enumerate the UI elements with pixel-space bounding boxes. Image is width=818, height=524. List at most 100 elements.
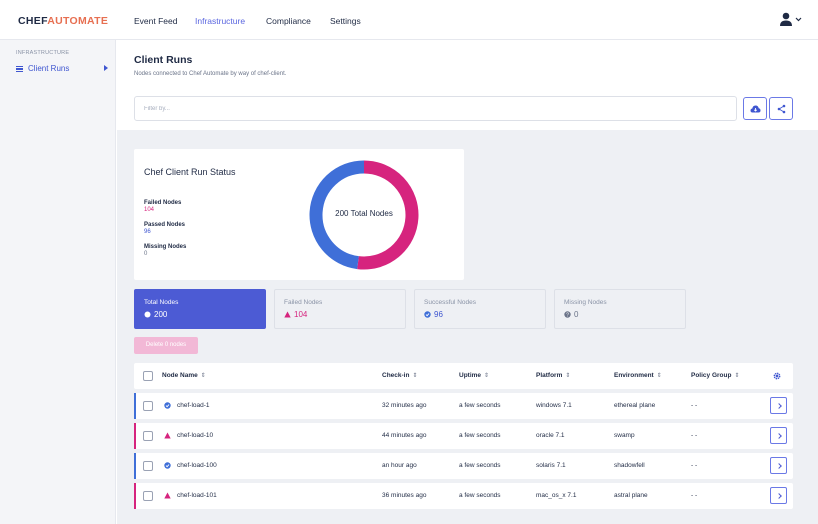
- row-checkbox[interactable]: [143, 401, 153, 411]
- table-row[interactable]: chef-load-100 an hour ago a few seconds sol…: [134, 453, 793, 479]
- run-status-card: Chef Client Run Status Failed Nodes 104 …: [134, 149, 464, 280]
- table-row[interactable]: chef-load-101 36 minutes ago a few seconds…: [134, 483, 793, 509]
- user-icon: [780, 12, 802, 26]
- nav-settings[interactable]: Settings: [330, 16, 361, 26]
- delete-nodes-button[interactable]: Delete 0 nodes: [134, 337, 198, 354]
- col-label: Node Name: [162, 372, 198, 379]
- cell-uptime: a few seconds: [459, 462, 501, 469]
- summary-total-nodes[interactable]: Total Nodes 200: [134, 289, 266, 329]
- gear-icon[interactable]: [773, 372, 781, 380]
- col-check-in[interactable]: Check-in ⇕: [382, 372, 417, 379]
- cell-environment: ethereal plane: [614, 402, 656, 409]
- summary-successful-nodes[interactable]: Successful Nodes 96: [414, 289, 546, 329]
- col-platform[interactable]: Platform ⇕: [536, 372, 570, 379]
- col-label: Uptime: [459, 372, 482, 379]
- cell-check-in: 32 minutes ago: [382, 402, 427, 409]
- summary-value: 200: [154, 310, 168, 319]
- nav-compliance[interactable]: Compliance: [266, 16, 311, 26]
- cell-check-in: 44 minutes ago: [382, 432, 427, 439]
- cell-policy-group: - -: [691, 432, 698, 439]
- row-detail-button[interactable]: [770, 457, 787, 474]
- question-circle-icon: ?: [564, 311, 571, 318]
- cell-node-name[interactable]: chef-load-100: [177, 462, 217, 469]
- row-status-bar: [134, 393, 136, 419]
- sort-icon: ⇕: [200, 373, 206, 379]
- cell-check-in: an hour ago: [382, 462, 417, 469]
- row-status-bar: [134, 423, 136, 449]
- col-label: Environment: [614, 372, 654, 379]
- cell-check-in: 36 minutes ago: [382, 492, 427, 499]
- sort-icon: ⇕: [734, 373, 740, 379]
- cell-node-name[interactable]: chef-load-101: [177, 492, 217, 499]
- col-uptime[interactable]: Uptime ⇕: [459, 372, 489, 379]
- download-button[interactable]: [743, 97, 767, 120]
- summary-label: Successful Nodes: [424, 299, 477, 306]
- warning-triangle-icon: [284, 311, 291, 318]
- summary-failed-nodes[interactable]: Failed Nodes 104: [274, 289, 406, 329]
- missing-nodes-label: Missing Nodes: [144, 244, 187, 250]
- summary-value: 0: [574, 310, 579, 319]
- cell-uptime: a few seconds: [459, 492, 501, 499]
- check-circle-icon: [164, 462, 171, 469]
- check-circle-icon: [424, 311, 431, 318]
- col-label: Platform: [536, 372, 563, 379]
- cell-node-name[interactable]: chef-load-10: [177, 432, 214, 439]
- col-environment[interactable]: Environment ⇕: [614, 372, 662, 379]
- donut-slice-failed: [357, 160, 419, 270]
- summary-label: Total Nodes: [144, 299, 179, 306]
- summary-label: Failed Nodes: [284, 299, 323, 306]
- status-donut-chart: [309, 160, 419, 270]
- table-row[interactable]: chef-load-1 32 minutes ago a few seconds wi…: [134, 393, 793, 419]
- filter-input[interactable]: [135, 97, 736, 121]
- row-detail-button[interactable]: [770, 397, 787, 414]
- top-nav: CHEFAUTOMATE Event Feed Infrastructure C…: [0, 0, 818, 40]
- select-all-checkbox[interactable]: [143, 371, 153, 381]
- row-status-bar: [134, 483, 136, 509]
- nav-infrastructure[interactable]: Infrastructure: [195, 16, 246, 26]
- cell-platform: oracle 7.1: [536, 432, 565, 439]
- table-row[interactable]: chef-load-10 44 minutes ago a few seconds o…: [134, 423, 793, 449]
- cell-node-name[interactable]: chef-load-1: [177, 402, 210, 409]
- col-node-name[interactable]: Node Name ⇕: [162, 372, 206, 379]
- summary-missing-nodes[interactable]: Missing Nodes ? 0: [554, 289, 686, 329]
- share-icon: [777, 104, 786, 114]
- cell-policy-group: - -: [691, 402, 698, 409]
- sidebar-heading: INFRASTRUCTURE: [16, 50, 70, 56]
- page-title: Client Runs: [134, 54, 193, 66]
- sort-icon: ⇕: [656, 373, 662, 379]
- row-checkbox[interactable]: [143, 461, 153, 471]
- warning-triangle-icon: [164, 492, 171, 499]
- filter-box: [134, 96, 737, 121]
- donut-center-label: 200 Total Nodes: [335, 209, 393, 218]
- cell-policy-group: - -: [691, 492, 698, 499]
- row-checkbox[interactable]: [143, 491, 153, 501]
- col-label: Check-in: [382, 372, 410, 379]
- table-header: Node Name ⇕ Check-in ⇕ Uptime ⇕ Platform ⇕ E…: [134, 363, 793, 389]
- logo-part-chef: CHEF: [18, 15, 48, 27]
- nav-event-feed[interactable]: Event Feed: [134, 16, 178, 26]
- cell-environment: shadowfell: [614, 462, 645, 469]
- donut-slice-passed: [309, 160, 365, 270]
- chef-automate-logo[interactable]: CHEFAUTOMATE: [18, 15, 108, 27]
- col-policy-group[interactable]: Policy Group ⇕: [691, 372, 739, 379]
- cell-environment: astral plane: [614, 492, 648, 499]
- passed-nodes-value: 96: [144, 229, 151, 235]
- row-checkbox[interactable]: [143, 431, 153, 441]
- row-status-bar: [134, 453, 136, 479]
- page-header: Client Runs Nodes connected to Chef Auto…: [117, 40, 818, 130]
- missing-nodes-value: 0: [144, 251, 148, 257]
- sort-icon: ⇕: [484, 373, 490, 379]
- svg-text:?: ?: [566, 313, 569, 318]
- share-button[interactable]: [769, 97, 793, 120]
- page-subtitle: Nodes connected to Chef Automate by way …: [134, 71, 287, 77]
- row-detail-button[interactable]: [770, 487, 787, 504]
- row-detail-button[interactable]: [770, 427, 787, 444]
- user-menu[interactable]: [778, 11, 804, 29]
- sidebar-item-client-runs[interactable]: Client Runs: [16, 64, 108, 76]
- failed-nodes-label: Failed Nodes: [144, 200, 182, 206]
- logo-part-automate: AUTOMATE: [47, 15, 109, 27]
- sidebar: INFRASTRUCTURE Client Runs: [0, 40, 116, 524]
- cell-uptime: a few seconds: [459, 402, 501, 409]
- sidebar-item-label: Client Runs: [28, 64, 70, 73]
- cell-environment: swamp: [614, 432, 635, 439]
